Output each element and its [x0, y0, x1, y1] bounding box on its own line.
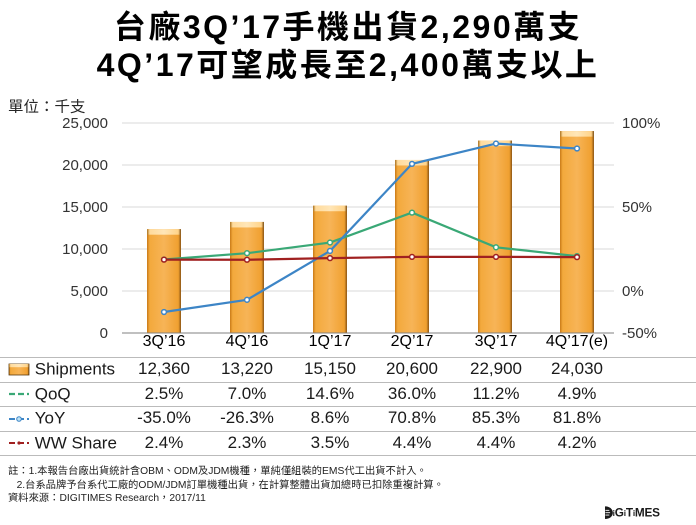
- svg-text:25,000: 25,000: [62, 115, 108, 132]
- svg-text:50%: 50%: [622, 199, 652, 216]
- svg-text:G: G: [615, 507, 624, 520]
- svg-text:i: i: [633, 509, 635, 518]
- svg-text:15,000: 15,000: [62, 199, 108, 216]
- svg-text:20,000: 20,000: [62, 157, 108, 174]
- svg-text:i: i: [624, 509, 626, 518]
- svg-text:i: i: [613, 509, 615, 518]
- svg-text:0%: 0%: [622, 283, 644, 300]
- svg-text:S: S: [652, 507, 660, 520]
- svg-text:10,000: 10,000: [62, 241, 108, 258]
- svg-text:M: M: [635, 507, 645, 520]
- svg-text:E: E: [645, 507, 653, 520]
- svg-text:100%: 100%: [622, 115, 660, 132]
- svg-text:5,000: 5,000: [70, 283, 108, 300]
